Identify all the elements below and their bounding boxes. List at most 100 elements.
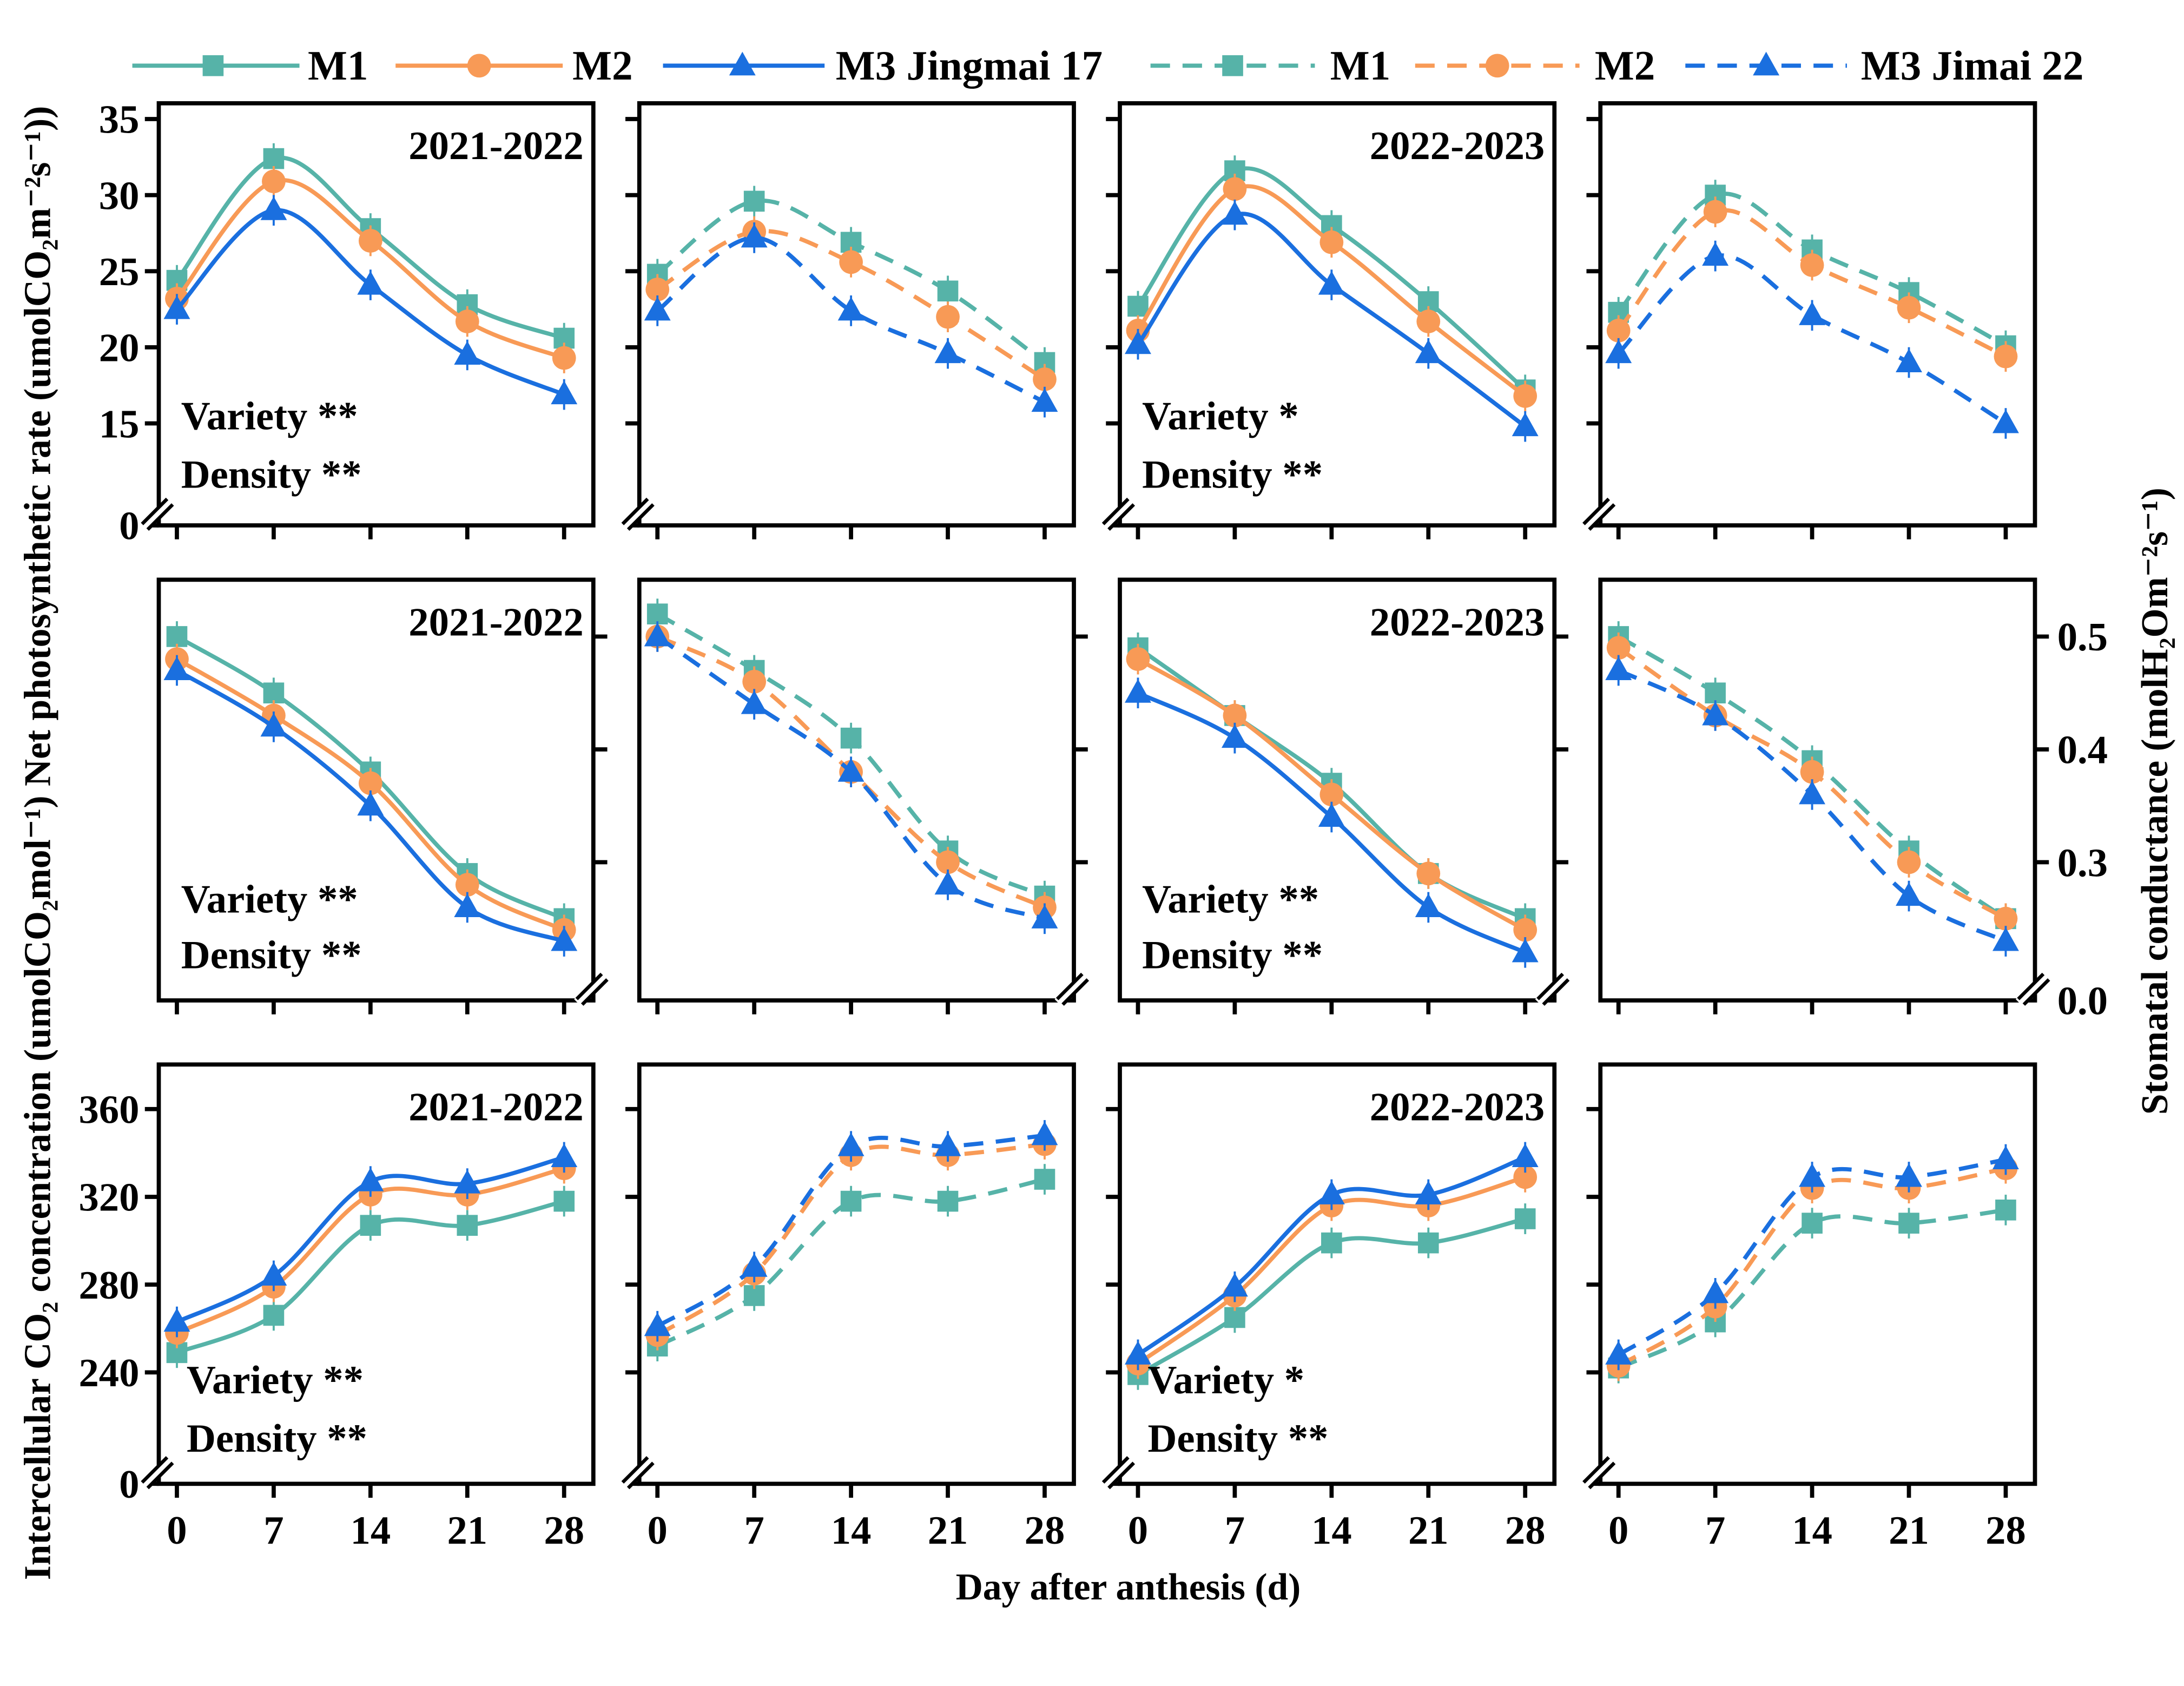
x-tick-label: 28	[544, 1508, 584, 1553]
data-point-m1	[263, 682, 285, 704]
x-tick-label: 14	[831, 1508, 872, 1553]
legend-label: M1	[1330, 42, 1391, 89]
data-point-m3	[1605, 1341, 1632, 1365]
legend-label: M2	[572, 42, 633, 89]
panel-r1-c1: 0 15 20 25 30 35 2021-2022 Variety ** Density **	[99, 97, 596, 549]
data-point-m2	[552, 346, 576, 370]
year-label: 2021-2022	[408, 1084, 584, 1129]
axis-break-icon	[1542, 978, 1570, 1006]
series-line-m3	[656, 235, 1046, 404]
data-point-m3	[454, 341, 481, 365]
data-point-m1	[1034, 1169, 1055, 1190]
data-point-m1	[166, 626, 188, 647]
data-point-m3	[741, 690, 768, 714]
data-point-m3	[1896, 1163, 1922, 1187]
axis-break-icon	[1582, 497, 1610, 525]
x-tick-label: 21	[1408, 1508, 1449, 1553]
year-label: 2022-2023	[1370, 1084, 1545, 1129]
axis-break-icon	[1061, 978, 1090, 1006]
series-line-m3	[1616, 253, 2007, 425]
data-point-m3	[1512, 938, 1539, 963]
data-point-m1	[1705, 682, 1726, 704]
data-point-m2	[1800, 253, 1824, 277]
triangle-marker-icon	[1753, 51, 1780, 76]
significance-label: Variety *	[1142, 393, 1299, 438]
x-tick-label: 28	[1985, 1508, 2026, 1553]
axis-break-mask	[1054, 971, 1091, 1007]
x-tick-label: 0	[167, 1508, 187, 1553]
square-marker-icon	[1222, 55, 1243, 76]
axis-break-mask	[1100, 1454, 1137, 1491]
axis-break-mask	[620, 1454, 656, 1491]
data-point-m3	[1415, 1181, 1442, 1204]
axis-break-icon	[1588, 503, 1616, 531]
y-tick-label: 320	[78, 1175, 139, 1220]
data-point-m1	[263, 148, 285, 169]
data-point-m1	[1127, 295, 1149, 317]
axis-break-mask	[1581, 1454, 1617, 1491]
data-point-m3	[163, 656, 190, 681]
x-tick-label: 21	[447, 1508, 487, 1553]
data-point-m3	[1415, 893, 1442, 917]
panel-frame	[1118, 577, 1557, 1003]
legend-item: M3 Jimai 22	[1685, 42, 2083, 89]
data-point-m3	[260, 1262, 287, 1286]
series-line-m3	[1136, 212, 1527, 429]
axis-break-icon	[2022, 978, 2050, 1006]
panel-frame	[1118, 1062, 1557, 1486]
data-point-m3	[1318, 1181, 1345, 1204]
data-point-m2	[1897, 850, 1921, 874]
axis-break-mask	[574, 971, 610, 1007]
panel-r3-c4: 0 7 14 21 28	[1581, 1062, 2037, 1553]
panel-frame	[1598, 101, 2037, 528]
year-label: 2022-2023	[1370, 123, 1545, 168]
series-line-m3	[175, 208, 565, 397]
significance-label: Density **	[1142, 933, 1323, 978]
data-point-m3	[1992, 409, 2019, 433]
panel-frame	[1598, 1062, 2037, 1486]
significance-label: Density **	[1147, 1416, 1328, 1461]
panel-r2-c1: 2021-2022 Variety ** Density **	[156, 577, 610, 1015]
data-point-m3	[644, 622, 671, 647]
y-tick-label: 20	[99, 326, 140, 371]
data-point-m3	[1031, 388, 1058, 412]
x-tick-label: 14	[1311, 1508, 1352, 1553]
y-tick-label: 15	[99, 401, 140, 446]
panel-frame	[1118, 101, 1557, 528]
data-point-m2	[455, 309, 479, 333]
axis-break-icon	[621, 1456, 649, 1484]
data-point-m2	[1994, 906, 2018, 931]
data-point-m2	[645, 278, 670, 301]
panel-r1-c3: 2022-2023 Variety * Density **	[1100, 101, 1557, 539]
panel-r1-c2	[620, 101, 1076, 539]
circle-marker-icon	[467, 54, 491, 78]
data-point-m3	[1799, 1163, 1826, 1187]
x-tick-label: 28	[1505, 1508, 1546, 1553]
x-tick-label: 0	[1608, 1508, 1628, 1553]
data-point-m2	[262, 169, 286, 194]
data-point-m1	[646, 603, 668, 625]
triangle-marker-icon	[729, 51, 756, 76]
axis-break-icon	[1055, 972, 1084, 1000]
series-line-m2	[656, 229, 1046, 381]
data-point-m2	[1513, 918, 1538, 942]
data-point-m2	[455, 873, 479, 897]
axis-break-icon	[580, 978, 609, 1006]
axis-break-mask	[2015, 971, 2051, 1007]
data-point-m3	[551, 1143, 578, 1167]
y-tick-label: 0	[119, 1462, 139, 1507]
axis-break-icon	[1588, 1461, 1616, 1490]
data-point-m3	[934, 339, 961, 364]
y-tick-label: 0.0	[2057, 979, 2108, 1024]
axis-break-mask	[1581, 496, 1617, 532]
data-point-m2	[1606, 319, 1631, 343]
significance-label: Variety **	[181, 877, 358, 922]
data-point-m2	[1897, 295, 1921, 320]
data-point-m3	[741, 1253, 768, 1277]
data-point-m3	[1221, 1273, 1248, 1297]
axis-break-mask	[139, 496, 175, 532]
axis-break-icon	[1107, 1461, 1136, 1490]
data-point-m3	[1799, 301, 1826, 325]
data-point-m2	[1126, 647, 1150, 671]
legend: M1 M2 M3 Jingmai 17 M1 M2 M3 Jimai 22	[132, 42, 2083, 89]
